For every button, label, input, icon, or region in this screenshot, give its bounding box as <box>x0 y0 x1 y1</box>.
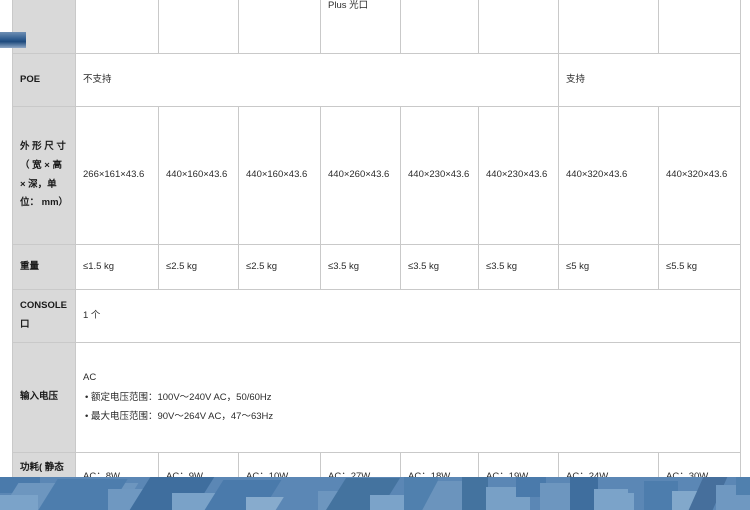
cell-weight-2: ≤2.5 kg <box>158 244 239 290</box>
table-row-console: CONSOLE 口 1 个 <box>12 289 741 343</box>
row-label-dimensions: 外 形 尺 寸 （ 宽 × 高 × 深，单位： mm） <box>12 106 76 245</box>
row-label-ports <box>12 0 76 54</box>
cell-ports-4: 持 4 个 1/10G BASE-X SFP Plus 光口 <box>320 0 401 54</box>
cell-poe-unsupported: 不支持 <box>75 53 559 107</box>
decorative-banner-strip <box>0 477 750 510</box>
table-row-ports: 1000BASE-X SFP 端口 1000BASE-X SFP 端口 BASE… <box>12 0 741 54</box>
cell-ports-2: 1000BASE-X SFP 端口 <box>158 0 239 54</box>
table-row-poe: POE 不支持 支持 <box>12 53 741 107</box>
table-row-weight: 重量 ≤1.5 kg ≤2.5 kg ≤2.5 kg ≤3.5 kg ≤3.5 … <box>12 244 741 290</box>
cell-ports-7: 口，4 个 SFP 口 <box>558 0 659 54</box>
table-row-input-voltage: 输入电压 AC 额定电压范围：100V～240V AC，50/60Hz 最大电压… <box>12 342 741 453</box>
cell-dimensions-3: 440×160×43.6 <box>238 106 321 245</box>
cell-ports-6: BASE-X SFP+ 端口 <box>478 0 559 54</box>
row-label-input-voltage: 输入电压 <box>12 342 76 453</box>
voltage-max-range: 最大电压范围：90V～264V AC，47～63Hz <box>83 408 733 427</box>
cell-weight-4: ≤3.5 kg <box>320 244 401 290</box>
cell-weight-5: ≤3.5 kg <box>400 244 479 290</box>
left-edge-tab-marker <box>0 32 26 48</box>
cell-dimensions-6: 440×230×43.6 <box>478 106 559 245</box>
cell-ports-1: 1000BASE-X SFP 端口 <box>75 0 159 54</box>
cell-poe-supported: 支持 <box>558 53 741 107</box>
row-label-poe: POE <box>12 53 76 107</box>
cell-ports-5: 1000BASE-X SFP 端口 <box>400 0 479 54</box>
row-label-console: CONSOLE 口 <box>12 289 76 343</box>
product-spec-table: 1000BASE-X SFP 端口 1000BASE-X SFP 端口 BASE… <box>12 0 741 504</box>
cell-weight-3: ≤2.5 kg <box>238 244 321 290</box>
cell-ports-8: 太网端口，6 个 SFP 口 <box>658 0 741 54</box>
cell-weight-6: ≤3.5 kg <box>478 244 559 290</box>
cell-weight-1: ≤1.5 kg <box>75 244 159 290</box>
cell-dimensions-5: 440×230×43.6 <box>400 106 479 245</box>
cell-ports-3: BASE-X SFP+端口 <box>238 0 321 54</box>
cell-dimensions-8: 440×320×43.6 <box>658 106 741 245</box>
cell-console-count: 1 个 <box>75 289 741 343</box>
cell-dimensions-7: 440×320×43.6 <box>558 106 659 245</box>
cell-dimensions-2: 440×160×43.6 <box>158 106 239 245</box>
row-label-weight: 重量 <box>12 244 76 290</box>
cell-dimensions-1: 266×161×43.6 <box>75 106 159 245</box>
cell-input-voltage: AC 额定电压范围：100V～240V AC，50/60Hz 最大电压范围：90… <box>75 342 741 453</box>
cell-weight-8: ≤5.5 kg <box>658 244 741 290</box>
table-row-dimensions: 外 形 尺 寸 （ 宽 × 高 × 深，单位： mm） 266×161×43.6… <box>12 106 741 245</box>
cell-dimensions-4: 440×260×43.6 <box>320 106 401 245</box>
voltage-rated-range: 额定电压范围：100V～240V AC，50/60Hz <box>83 389 733 408</box>
voltage-type-label: AC <box>83 371 97 383</box>
cell-weight-7: ≤5 kg <box>558 244 659 290</box>
